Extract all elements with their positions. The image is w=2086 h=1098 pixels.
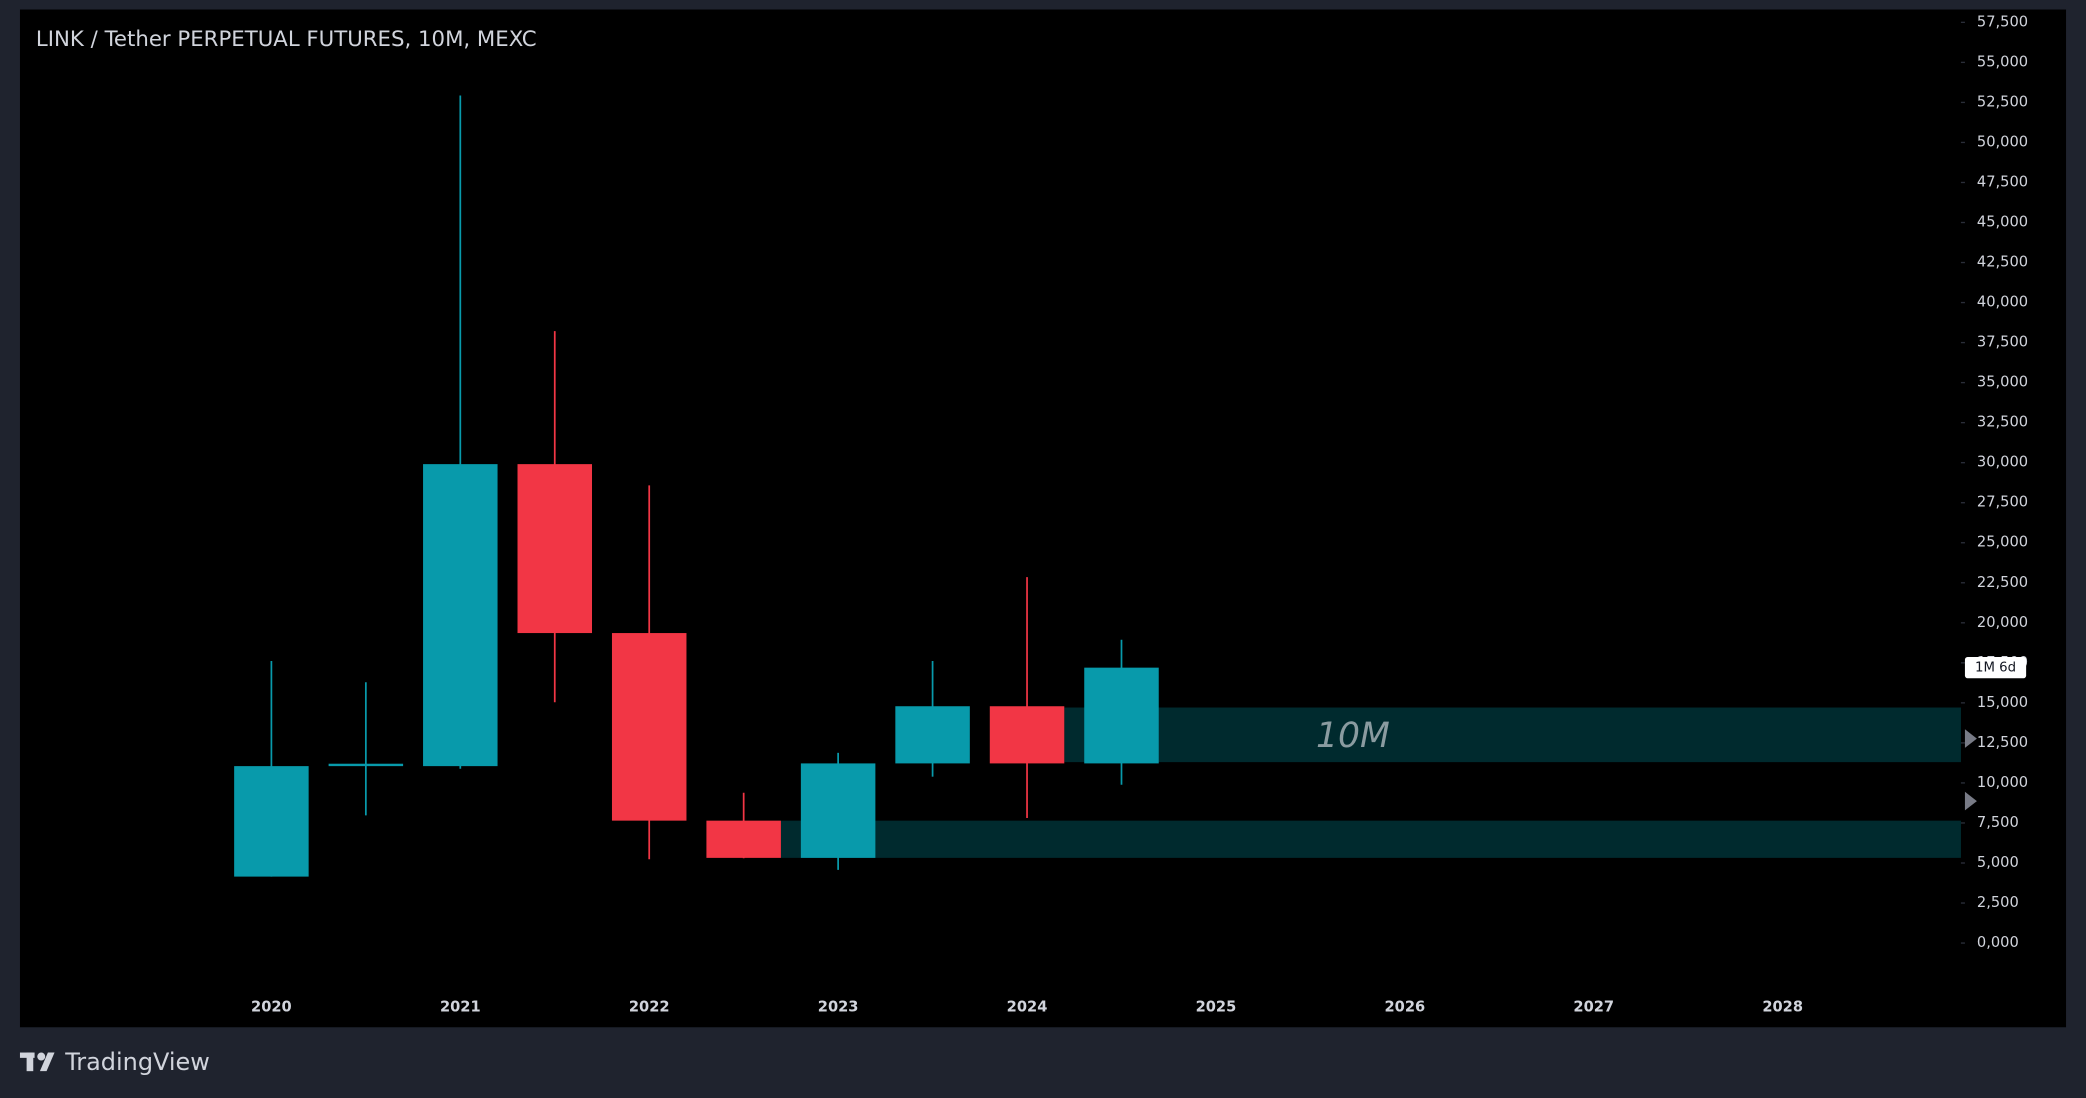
y-tick-label: 50,000 [1977,133,2028,150]
x-tick-label: 2020 [251,998,292,1015]
y-tick-label: 7,500 [1977,814,2019,831]
y-tick-label: 5,000 [1977,854,2019,871]
y-tick-label: 47,500 [1977,173,2028,190]
zone-arrow [1964,729,1977,748]
x-tick-label: 2022 [629,998,670,1015]
countdown-box [1964,657,2027,679]
plot-layer: 10M 0,000 2,500 5,000 7,500 10,000 12,500 15,00… [234,13,2028,1015]
x-tick-label: 2027 [1573,998,1614,1015]
candle-body [234,766,309,877]
candle-body [706,820,781,858]
y-tick-label: 32,500 [1977,414,2028,431]
y-tick-label: 2,500 [1977,894,2019,911]
zone-arrow [1964,791,1977,811]
y-tick-label: 22,500 [1977,574,2028,591]
x-tick-label: 2028 [1762,998,1803,1015]
zone-label: 10M [1316,716,1390,756]
countdown-label: 1M 6d [1975,661,2016,676]
candle-body [611,633,687,821]
candle-body [328,763,404,767]
candle-body [895,706,970,764]
y-tick-label: 57,500 [1977,13,2028,30]
x-tick-label: 2025 [1196,998,1237,1015]
candle-body [989,706,1065,764]
y-tick-label: 15,000 [1977,694,2028,711]
x-tick-label: 2026 [1384,998,1425,1015]
y-tick-label: 30,000 [1977,454,2028,471]
y-tick-label: 0,000 [1977,934,2019,951]
y-tick-label: 37,500 [1977,334,2028,351]
price-zone [1064,707,1961,763]
chart-panel [19,9,2067,1028]
y-tick-label: 35,000 [1977,374,2028,391]
x-tick-label: 2024 [1007,998,1048,1015]
candle-body [1084,667,1159,764]
y-tick-label: 20,000 [1977,614,2028,631]
y-tick-label: 42,500 [1977,254,2028,271]
candle-body [800,763,876,858]
y-tick-label: 52,500 [1977,93,2028,110]
y-tick-label: 27,500 [1977,494,2028,511]
y-tick-label: 12,500 [1977,734,2028,751]
y-tick-label: 55,000 [1977,53,2028,70]
y-tick-label: 25,000 [1977,534,2028,551]
chart-title: LINK / Tether PERPETUAL FUTURES, 10M, ME… [36,27,537,52]
price-zone [780,820,1961,858]
brand-logo [19,1052,55,1072]
y-tick-label: 10,000 [1977,774,2028,791]
x-axis: 20202021202220232024202520262027202820 [251,998,1803,1015]
x-tick-label: 2023 [818,998,859,1015]
candle-body [517,464,593,634]
x-tick-label: 2021 [440,998,481,1015]
y-tick-label: 45,000 [1977,214,2028,231]
candle-body [423,464,498,767]
brand-name: TradingView [64,1048,210,1076]
y-tick-label: 40,000 [1977,294,2028,311]
